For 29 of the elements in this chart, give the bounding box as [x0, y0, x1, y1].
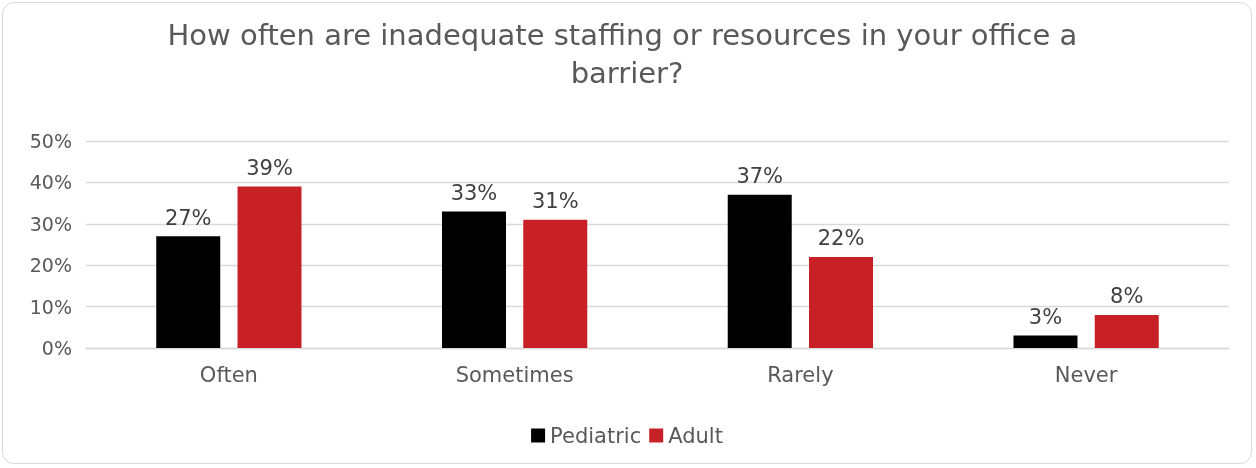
bar [727, 194, 792, 348]
data-label: 39% [246, 156, 293, 181]
bar [237, 186, 302, 348]
bar [441, 211, 506, 348]
data-label: 22% [817, 226, 865, 251]
bar [523, 219, 588, 348]
data-label: 3% [1028, 305, 1063, 330]
x-tick-label: Never [1054, 362, 1118, 387]
data-label: 33% [450, 180, 498, 205]
data-label: 8% [1110, 284, 1144, 309]
bar [809, 256, 874, 348]
data-label: 37% [736, 164, 784, 189]
legend-label: Adult [668, 423, 723, 448]
x-tick-label: Sometimes [455, 362, 574, 387]
chart-title: How often are inadequate staffing or resources in your office a barrier? [167, 18, 1087, 90]
y-tick-label: 20% [29, 254, 72, 277]
y-tick-label: 40% [29, 171, 72, 194]
y-tick-label: 50% [29, 130, 72, 152]
y-tick-label: 30% [29, 212, 72, 235]
data-label: 27% [164, 205, 212, 230]
bar [1013, 335, 1078, 348]
bar [156, 236, 221, 348]
y-tick-label: 0% [41, 337, 72, 359]
y-tick-label: 10% [29, 295, 72, 318]
data-label: 31% [531, 189, 579, 214]
x-tick-label: Often [199, 362, 258, 387]
bar [1094, 314, 1159, 348]
x-tick-label: Rarely [767, 362, 834, 387]
legend-label: Pediatric [550, 423, 642, 448]
